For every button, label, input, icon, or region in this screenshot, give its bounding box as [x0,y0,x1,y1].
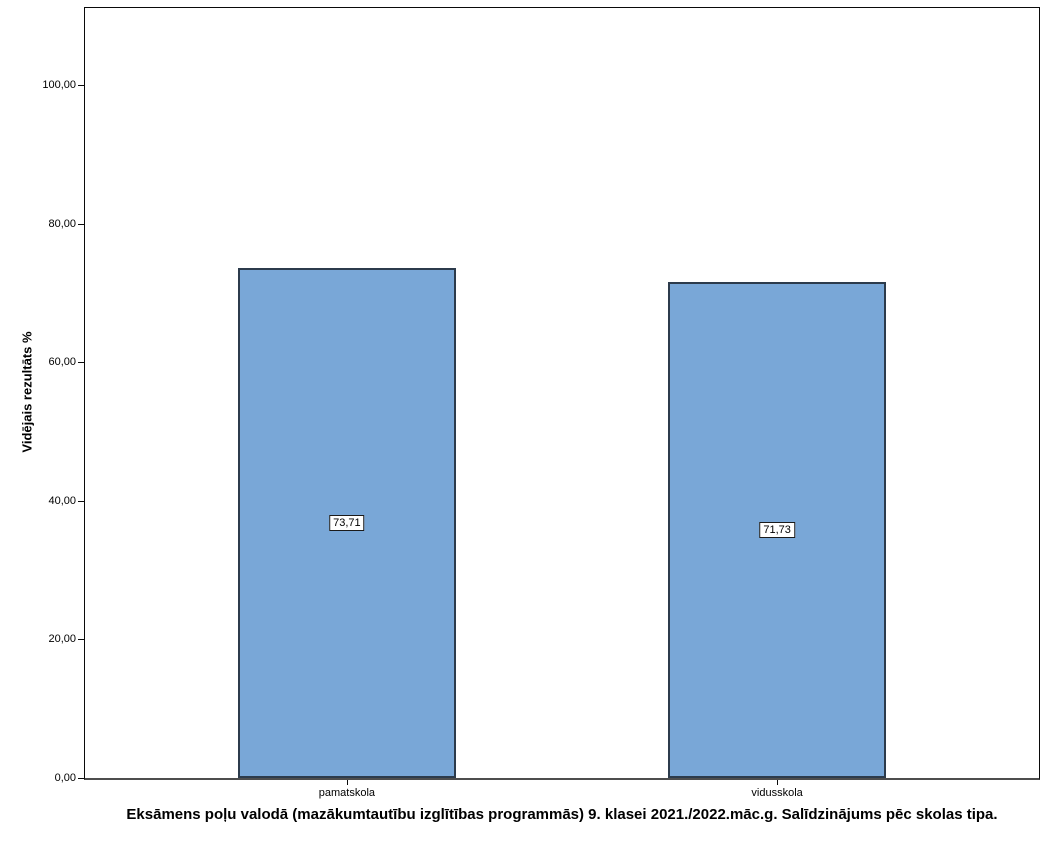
y-tick-label: 0,00 [54,771,76,784]
y-tick-mark [78,85,84,87]
y-axis-title: Vidējais rezultāts % [19,331,35,453]
y-tick-label: 60,00 [48,356,76,369]
y-tick-label: 100,00 [42,79,76,92]
x-axis-title: Eksāmens poļu valodā (mazākumtautību izg… [126,806,998,823]
bar-value-label: 71,73 [759,521,795,538]
y-tick-mark [78,362,84,364]
x-tick-mark [346,780,348,785]
y-tick-mark [78,639,84,641]
y-tick-label: 40,00 [48,494,76,507]
y-tick-mark [78,223,84,225]
category-label: pamatskola [318,787,376,799]
y-tick-mark [78,500,84,502]
plot-area [84,7,1040,780]
y-tick-mark [78,777,84,779]
y-tick-label: 80,00 [48,217,76,230]
category-label: vidusskola [751,787,803,799]
y-tick-label: 20,00 [48,633,76,646]
x-tick-mark [777,780,779,785]
bar-value-label: 73,71 [329,514,365,531]
